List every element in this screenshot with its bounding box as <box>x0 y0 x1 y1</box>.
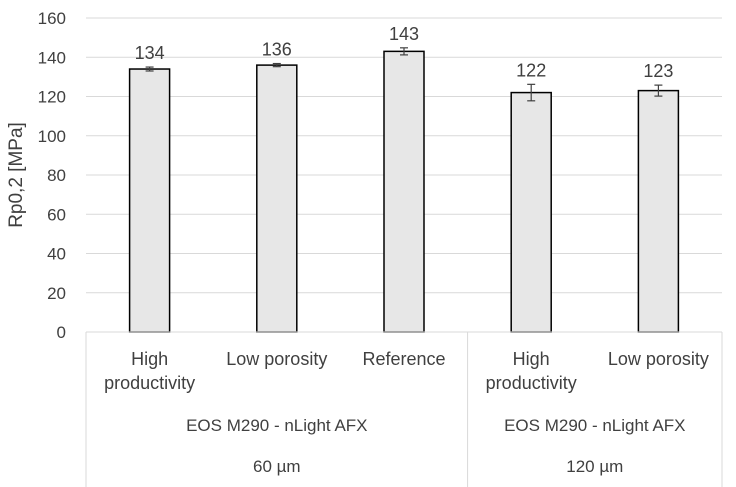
y-axis-tick-labels: 0 20 40 60 80 100 120 140 160 <box>38 9 66 342</box>
y-tick-label: 0 <box>57 323 66 342</box>
y-tick-label: 60 <box>47 205 66 224</box>
bar <box>637 89 680 333</box>
error-bar <box>272 62 281 68</box>
y-tick-label: 160 <box>38 9 66 28</box>
y-axis-label: Rp0,2 [MPa] <box>6 122 27 228</box>
y-tick-label: 20 <box>47 284 66 303</box>
y-tick-label: 40 <box>47 245 66 264</box>
y-tick-label: 120 <box>38 88 66 107</box>
bar <box>383 50 425 333</box>
y-tick-label: 140 <box>38 48 66 67</box>
y-tick-label: 80 <box>47 166 66 185</box>
group-machine-label: EOS M290 - nLight AFX <box>186 416 367 435</box>
x-axis-categories: High productivity Low porosity Reference Hig… <box>85 331 723 487</box>
data-label: 123 <box>643 61 673 81</box>
error-bar <box>654 84 663 97</box>
data-label: 122 <box>516 60 546 80</box>
y-tick-label: 100 <box>38 127 66 146</box>
data-label: 134 <box>135 43 165 63</box>
category-label: High productivity <box>486 349 577 393</box>
category-label: High productivity <box>104 349 195 393</box>
data-labels: 134 136 143 122 123 <box>135 24 674 81</box>
category-label: Reference <box>362 349 445 369</box>
error-bar <box>400 47 408 56</box>
group-machine-label: EOS M290 - nLight AFX <box>504 416 685 435</box>
error-bar <box>527 83 536 102</box>
bars <box>128 50 680 333</box>
bar <box>128 68 171 333</box>
category-label: Low porosity <box>226 349 327 369</box>
category-label: Low porosity <box>608 349 709 369</box>
error-bar <box>145 66 154 72</box>
data-label: 143 <box>389 24 419 44</box>
bar <box>510 91 552 333</box>
bar <box>256 64 298 333</box>
data-label: 136 <box>262 40 292 60</box>
group-layer-label: 120 µm <box>566 457 623 476</box>
error-bars <box>145 47 663 102</box>
group-layer-label: 60 µm <box>253 457 301 476</box>
